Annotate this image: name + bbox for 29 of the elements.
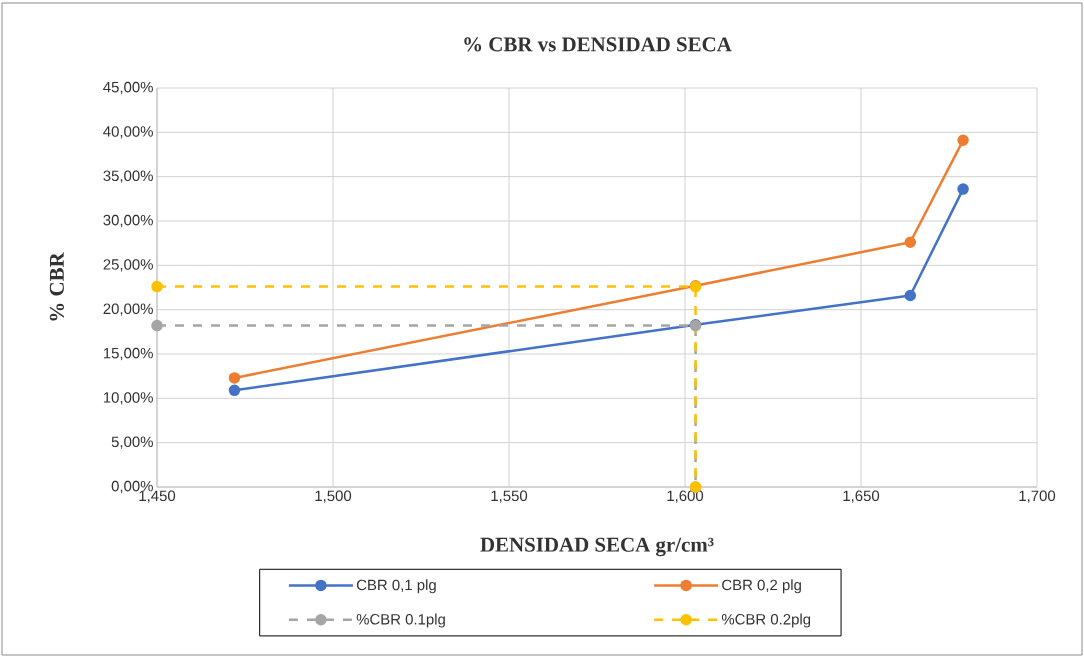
legend-label: CBR 0,1 plg bbox=[356, 579, 436, 594]
y-tick-label: 30,00% bbox=[103, 214, 153, 228]
point bbox=[957, 183, 969, 195]
y-tick-label: 45,00% bbox=[103, 81, 153, 95]
y-tick-label: 15,00% bbox=[103, 347, 153, 361]
y-tick-label: 25,00% bbox=[103, 259, 153, 272]
legend-label: %CBR 0.2plg bbox=[721, 613, 811, 628]
x-tick-label: 1,500 bbox=[315, 490, 352, 503]
y-tick-label: 40,00% bbox=[103, 126, 153, 139]
y-axis-title: % CBR bbox=[49, 252, 64, 321]
y-tick-label: 35,00% bbox=[103, 170, 153, 183]
legend-label: %CBR 0.1plg bbox=[356, 613, 445, 628]
x-tick-label: 1,650 bbox=[843, 490, 880, 503]
point bbox=[957, 134, 969, 147]
y-tick-label: 20,00% bbox=[103, 303, 153, 316]
legend-label: CBR 0,2 plg bbox=[722, 579, 801, 594]
y-tick-label: 10,00% bbox=[103, 392, 153, 405]
x-tick-label: 1,700 bbox=[1019, 490, 1056, 503]
x-tick-label: 1,550 bbox=[491, 490, 528, 503]
point bbox=[904, 236, 917, 249]
point bbox=[228, 372, 241, 384]
chart-title: % CBR vs DENSIDAD SECA bbox=[464, 37, 732, 52]
point bbox=[228, 384, 241, 397]
x-tick-label: 1,600 bbox=[667, 490, 704, 503]
point bbox=[904, 289, 917, 302]
point bbox=[151, 319, 163, 332]
x-axis-title: DENSIDAD SECA gr/cm³ bbox=[480, 537, 714, 557]
point bbox=[151, 280, 163, 293]
y-tick-label: 5,00% bbox=[111, 436, 153, 449]
